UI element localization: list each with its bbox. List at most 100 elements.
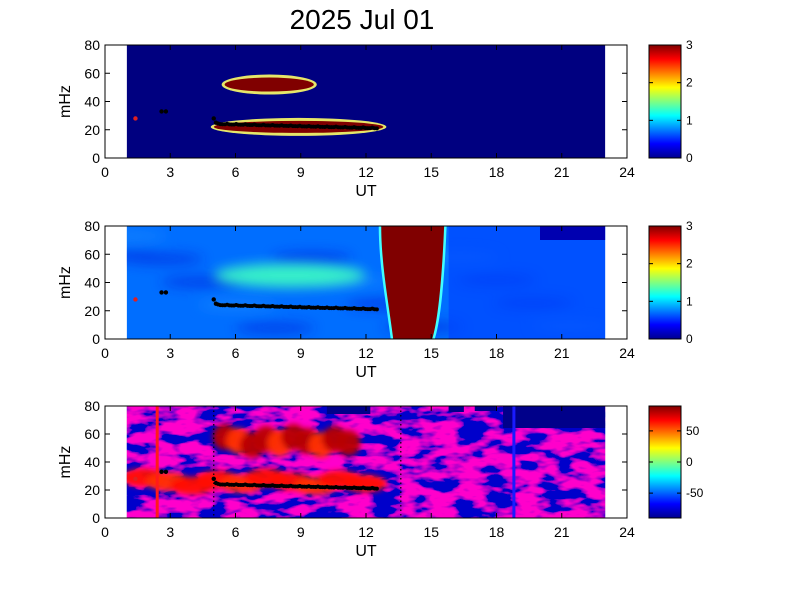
x-tick-label: 21 [554, 345, 570, 361]
x-tick-label: 9 [297, 524, 305, 540]
y-tick-label: 20 [84, 482, 100, 498]
colorbar-frame [648, 225, 682, 340]
feature-band [224, 77, 314, 92]
x-tick-label: 18 [489, 164, 505, 180]
x-tick-label: 12 [358, 164, 374, 180]
track-marker [133, 116, 138, 121]
x-tick-label: 3 [166, 345, 174, 361]
y-tick-label: 20 [84, 122, 100, 138]
heatmap [126, 406, 606, 518]
track-marker [211, 476, 216, 481]
track-marker [211, 116, 216, 121]
y-tick-label: 20 [84, 303, 100, 319]
y-tick-label: 60 [84, 426, 100, 442]
y-axis-label: mHz [57, 446, 74, 479]
track-marker [374, 126, 379, 131]
track-marker [374, 307, 379, 312]
y-tick-label: 0 [92, 150, 100, 166]
track-marker [159, 469, 164, 474]
x-axis-label: UT [355, 183, 377, 200]
feature-band [212, 424, 361, 458]
x-tick-label: 15 [423, 345, 439, 361]
heatmap-gap [326, 406, 371, 414]
colorbar-tick-label: 3 [686, 38, 693, 52]
feature-band [381, 226, 445, 339]
heatmap-background [126, 45, 606, 158]
y-tick-label: 40 [84, 94, 100, 110]
track-marker [163, 469, 169, 474]
x-tick-label: 24 [619, 345, 635, 361]
x-tick-label: 24 [619, 524, 635, 540]
x-tick-label: 3 [166, 164, 174, 180]
heatmap-gap [448, 406, 464, 412]
colorbar-gradient [649, 406, 681, 518]
x-tick-label: 9 [297, 164, 305, 180]
x-tick-label: 21 [554, 164, 570, 180]
colorbar-gradient [649, 226, 681, 339]
x-axis-label: UT [355, 364, 377, 381]
y-tick-label: 60 [84, 246, 100, 262]
track-marker [133, 297, 138, 302]
heatmap-region [540, 226, 606, 240]
feature-band [213, 263, 366, 288]
x-tick-label: 0 [101, 164, 109, 180]
colorbar: -50 0 50 [648, 405, 704, 519]
colorbar-tick-label: 3 [686, 219, 693, 233]
x-tick-label: 6 [232, 164, 240, 180]
x-tick-label: 0 [101, 524, 109, 540]
heatmap-gap [474, 406, 497, 411]
colorbar-tick-label: 1 [686, 294, 693, 308]
x-tick-label: 15 [423, 524, 439, 540]
panel-3: 0 3 6 9 12 15 18 21 24 0 20 40 60 80 UT mHz -50 0 50 [57, 398, 704, 560]
x-tick-label: 12 [358, 345, 374, 361]
heatmap [126, 226, 606, 339]
x-tick-label: 24 [619, 164, 635, 180]
y-tick-label: 40 [84, 275, 100, 291]
track-marker [159, 109, 164, 114]
y-tick-label: 80 [84, 398, 100, 414]
track-marker [211, 297, 216, 302]
y-tick-label: 60 [84, 65, 100, 81]
x-tick-label: 3 [166, 524, 174, 540]
track-marker [159, 290, 164, 295]
heatmap-gap [503, 406, 606, 428]
y-tick-label: 0 [92, 331, 100, 347]
x-tick-label: 6 [232, 524, 240, 540]
x-tick-label: 12 [358, 524, 374, 540]
x-tick-label: 15 [423, 164, 439, 180]
track-marker [163, 109, 169, 114]
x-tick-label: 6 [232, 345, 240, 361]
colorbar-tick-label: 0 [686, 151, 693, 165]
colorbar-tick-label: 50 [686, 424, 700, 438]
y-tick-label: 0 [92, 510, 100, 526]
colorbar-tick-label: 0 [686, 332, 693, 346]
x-tick-label: 18 [489, 345, 505, 361]
y-axis-label: mHz [57, 85, 74, 118]
x-tick-label: 9 [297, 345, 305, 361]
colorbar-tick-label: 0 [686, 455, 693, 469]
x-tick-label: 0 [101, 345, 109, 361]
y-tick-label: 40 [84, 454, 100, 470]
track-marker [163, 290, 169, 295]
heatmap [126, 45, 606, 158]
y-tick-label: 80 [84, 37, 100, 53]
colorbar-frame [648, 44, 682, 159]
track-marker [374, 486, 379, 491]
colorbar-gradient [649, 45, 681, 158]
figure-title: 2025 Jul 01 [290, 4, 435, 35]
colorbar: 0 1 2 3 [648, 219, 693, 346]
x-tick-label: 18 [489, 524, 505, 540]
colorbar-tick-label: -50 [686, 486, 704, 500]
x-tick-label: 21 [554, 524, 570, 540]
y-tick-label: 80 [84, 218, 100, 234]
colorbar-tick-label: 1 [686, 113, 693, 127]
colorbar-tick-label: 2 [686, 76, 693, 90]
heatmap-region [448, 226, 606, 339]
colorbar: 0 1 2 3 [648, 38, 693, 165]
track-marker [133, 476, 138, 481]
y-axis-label: mHz [57, 266, 74, 299]
colorbar-tick-label: 2 [686, 257, 693, 271]
